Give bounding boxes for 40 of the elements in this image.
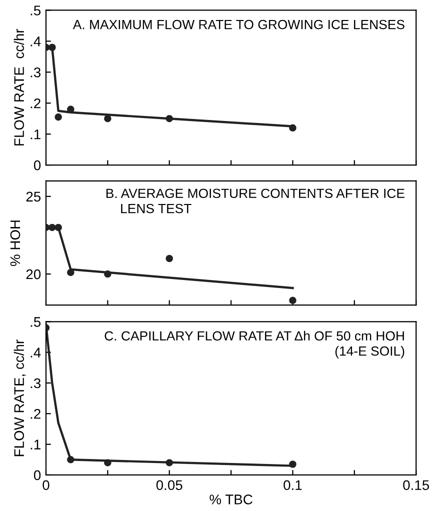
y-tick-label: .3	[30, 378, 41, 388]
point	[104, 114, 112, 122]
point	[48, 224, 56, 232]
x-tick-label: 0.15	[403, 480, 430, 490]
y-axis-title: % HOH	[10, 220, 20, 266]
x-tick-label: 0	[42, 480, 50, 490]
y-tick-label: .2	[30, 408, 40, 419]
y-tick-label: .4	[30, 36, 41, 46]
y-tick-label: .2	[30, 98, 40, 108]
text: C. CAPILLARY FLOW RATE AT Δh OF 50 cm HOH (14-E SOIL)	[104, 330, 404, 358]
x-tick-label: 0.05	[156, 480, 182, 490]
point	[166, 254, 173, 262]
point	[166, 114, 173, 122]
point	[67, 268, 74, 276]
y-tick-label: .5	[30, 317, 41, 327]
y-axis-title: FLOW RATE cc/hr	[14, 28, 24, 146]
point	[54, 113, 62, 121]
x-axis-title: % TBC	[210, 494, 252, 504]
y-tick-label: .1	[30, 130, 40, 140]
text: A. MAXIMUM FLOW RATE TO GROWING ICE LENSES	[72, 20, 404, 30]
text: B. AVERAGE MOISTURE CONTENTS AFTER ICE LENS TEST	[106, 188, 404, 214]
point	[54, 224, 62, 232]
point	[104, 459, 112, 466]
y-axis-title: FLOW RATE, cc/hr	[14, 340, 26, 456]
y-tick-label: 25	[26, 192, 41, 202]
y-tick-label: .1	[30, 440, 40, 450]
point	[289, 460, 296, 468]
y-tick-label: .3	[30, 67, 41, 78]
y-tick-label: 20	[26, 269, 41, 280]
y-tick-label: .5	[30, 6, 41, 16]
y-tick-label: 0	[34, 470, 41, 480]
x-tick-label: 0.1	[284, 480, 302, 490]
point	[104, 270, 112, 278]
point	[289, 124, 296, 132]
point	[67, 456, 74, 464]
point	[166, 459, 173, 466]
point	[48, 44, 56, 52]
y-tick-label: .4	[30, 348, 41, 358]
point	[289, 296, 296, 304]
y-tick-label: 0	[34, 160, 41, 170]
